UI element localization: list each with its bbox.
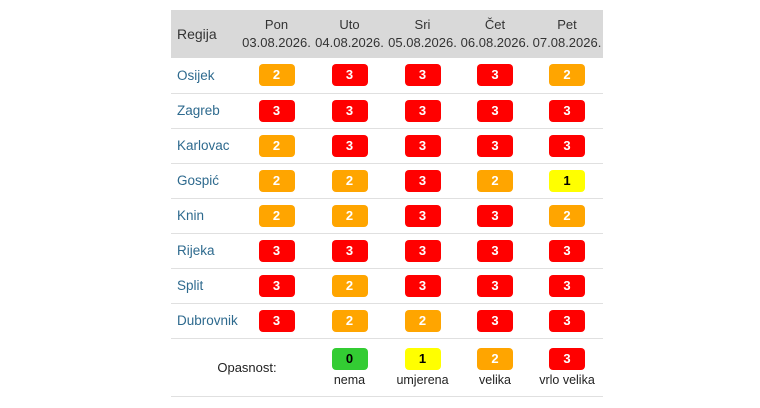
danger-level-badge: 2 (331, 169, 368, 192)
danger-level-badge: 2 (331, 274, 368, 297)
danger-level-badge: 1 (549, 169, 585, 192)
table-row-osijek: Osijek 2 3 3 3 2 (171, 58, 603, 94)
danger-level-badge: 3 (258, 239, 295, 262)
danger-level-badge: 3 (331, 239, 368, 262)
legend-label: velika (479, 372, 511, 387)
legend-title: Opasnost: (171, 338, 313, 397)
legend-badge: 2 (477, 347, 513, 370)
day-name: Pet (557, 17, 577, 32)
danger-level-badge: 3 (549, 134, 585, 157)
legend-badge: 0 (331, 347, 368, 370)
danger-level-badge: 3 (258, 274, 295, 297)
danger-level-badge: 3 (549, 309, 585, 332)
danger-level-badge: 3 (477, 274, 513, 297)
danger-level-badge: 2 (258, 169, 295, 192)
danger-level-badge: 3 (404, 169, 441, 192)
day-header-cet: Čet 06.08.2026. (459, 10, 531, 58)
legend-item: 2 velika (459, 338, 531, 397)
danger-level-badge: 3 (549, 274, 585, 297)
region-link[interactable]: Gospić (171, 163, 240, 199)
legend-label: vrlo velika (539, 372, 595, 387)
danger-level-badge: 3 (331, 134, 368, 157)
day-date: 05.08.2026. (388, 35, 457, 50)
danger-level-badge: 2 (331, 204, 368, 227)
table-row-knin: Knin 2 2 3 3 2 (171, 198, 603, 234)
danger-level-badge: 3 (404, 239, 441, 262)
danger-level-badge: 3 (477, 204, 513, 227)
day-date: 03.08.2026. (242, 35, 311, 50)
legend-item: 0 nema (313, 338, 386, 397)
danger-level-badge: 2 (549, 64, 585, 87)
danger-level-badge: 3 (477, 309, 513, 332)
region-link[interactable]: Knin (171, 198, 240, 234)
region-link[interactable]: Split (171, 268, 240, 304)
legend-label: nema (333, 372, 366, 387)
table-row-dubrovnik: Dubrovnik 3 2 2 3 3 (171, 303, 603, 339)
region-link[interactable]: Zagreb (171, 93, 240, 129)
day-header-uto: Uto 04.08.2026. (313, 10, 386, 58)
danger-level-badge: 3 (331, 64, 368, 87)
fire-danger-table: Regija Pon 03.08.2026. Uto 04.08.2026. S… (171, 10, 603, 397)
danger-level-badge: 3 (258, 99, 295, 122)
day-header-pon: Pon 03.08.2026. (240, 10, 313, 58)
legend-item: 1 umjerena (386, 338, 459, 397)
danger-level-badge: 3 (404, 204, 441, 227)
danger-level-badge: 3 (477, 134, 513, 157)
table-row-rijeka: Rijeka 3 3 3 3 3 (171, 233, 603, 269)
legend-item: 3 vrlo velika (531, 338, 603, 397)
danger-level-badge: 2 (404, 309, 441, 332)
day-name: Uto (339, 17, 360, 32)
danger-level-badge: 3 (404, 274, 441, 297)
day-date: 07.08.2026. (532, 35, 602, 50)
day-date: 06.08.2026. (460, 35, 530, 50)
table-row-karlovac: Karlovac 2 3 3 3 3 (171, 128, 603, 164)
table-row-gospic: Gospić 2 2 3 2 1 (171, 163, 603, 199)
danger-level-badge: 2 (477, 169, 513, 192)
region-link[interactable]: Karlovac (171, 128, 240, 164)
day-date: 04.08.2026. (315, 35, 384, 50)
table-row-split: Split 3 2 3 3 3 (171, 268, 603, 304)
table-row-zagreb: Zagreb 3 3 3 3 3 (171, 93, 603, 129)
danger-level-badge: 3 (549, 239, 585, 262)
region-link[interactable]: Osijek (171, 58, 240, 94)
danger-level-badge: 3 (477, 64, 513, 87)
danger-level-badge: 2 (258, 134, 295, 157)
table-header-row: Regija Pon 03.08.2026. Uto 04.08.2026. S… (171, 10, 603, 58)
danger-level-badge: 3 (404, 134, 441, 157)
legend-row: Opasnost: 0 nema 1 umjerena 2 velika 3 v… (171, 338, 603, 397)
region-link[interactable]: Dubrovnik (171, 303, 240, 339)
danger-level-badge: 2 (258, 204, 295, 227)
region-link[interactable]: Rijeka (171, 233, 240, 269)
danger-level-badge: 3 (331, 99, 368, 122)
legend-badge: 3 (549, 347, 585, 370)
day-header-pet: Pet 07.08.2026. (531, 10, 603, 58)
day-header-sri: Sri 05.08.2026. (386, 10, 459, 58)
day-name: Pon (264, 17, 289, 32)
danger-level-badge: 3 (477, 239, 513, 262)
danger-level-badge: 2 (331, 309, 368, 332)
legend-badge: 1 (404, 347, 441, 370)
danger-level-badge: 3 (258, 309, 295, 332)
legend-label: umjerena (396, 372, 449, 387)
region-column-header: Regija (177, 26, 217, 42)
danger-level-badge: 2 (549, 204, 585, 227)
day-name: Čet (484, 17, 506, 32)
danger-level-badge: 3 (549, 99, 585, 122)
danger-level-badge: 3 (404, 99, 441, 122)
danger-level-badge: 2 (258, 64, 295, 87)
day-name: Sri (414, 17, 431, 32)
danger-level-badge: 3 (477, 99, 513, 122)
danger-level-badge: 3 (404, 64, 441, 87)
